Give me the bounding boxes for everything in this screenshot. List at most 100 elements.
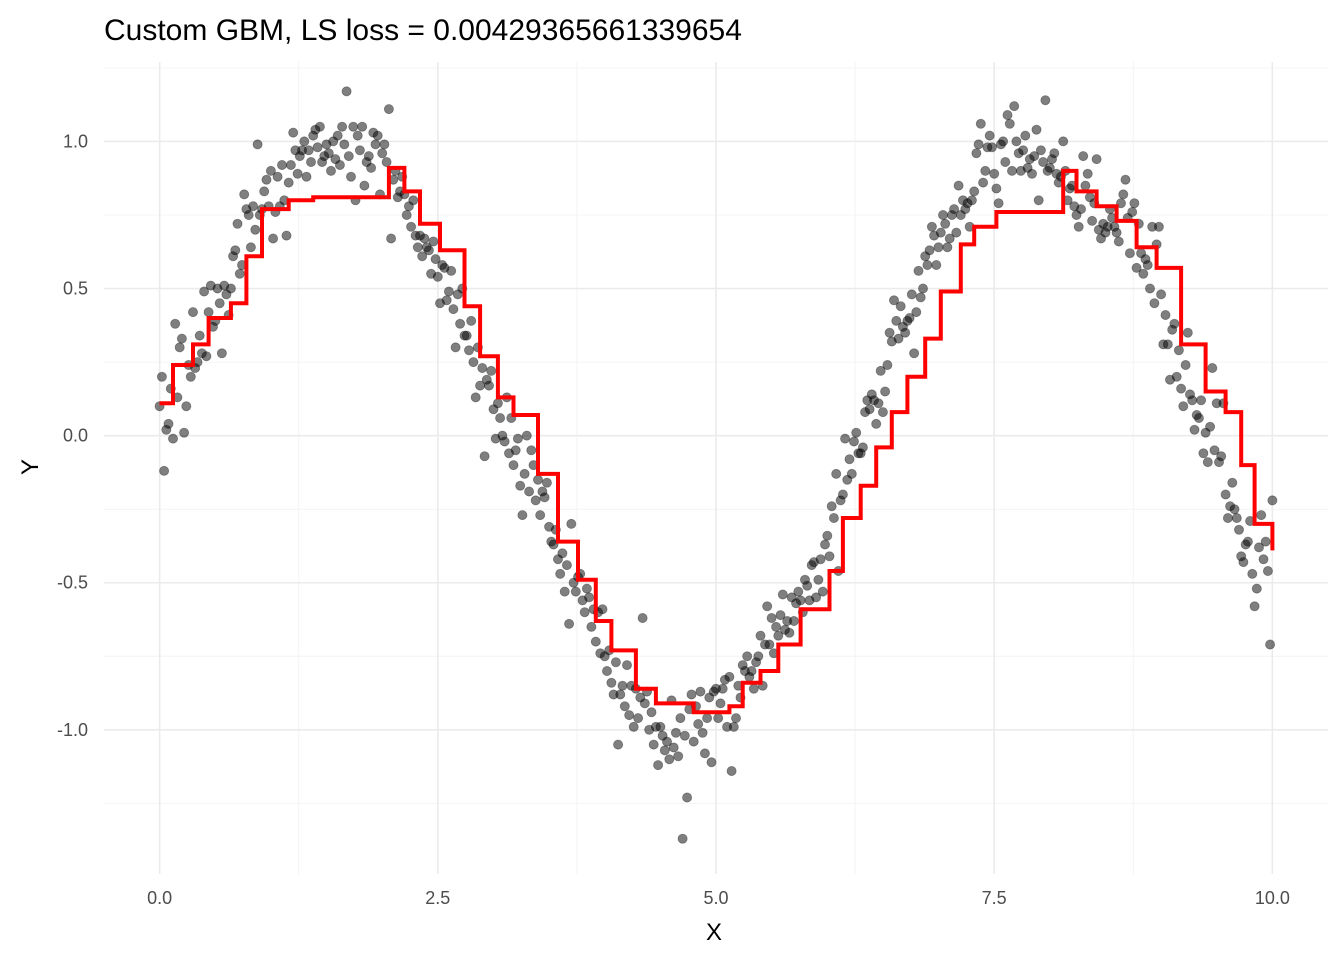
data-point [940,218,951,229]
grid [104,62,1328,874]
data-point [777,589,788,600]
data-point [354,145,365,156]
data-point [187,307,198,318]
data-point [828,513,839,524]
data-point [773,630,784,641]
data-point [557,548,568,559]
data-point [675,713,686,724]
data-point [1138,268,1149,279]
data-point [430,254,441,265]
data-point [884,327,895,338]
data-point [323,148,334,159]
data-point [602,666,613,677]
data-point [1035,145,1046,156]
data-point [1129,198,1140,209]
data-point [624,710,635,721]
data-point [715,698,726,709]
data-point [539,492,550,503]
chart-title: Custom GBM, LS loss = 0.0042936566133965… [104,14,742,47]
data-point [1020,130,1031,141]
data-point [673,751,684,762]
data-point [639,698,650,709]
data-point [813,574,824,585]
data-point [731,713,742,724]
data-point [517,510,528,521]
data-point [1258,554,1269,565]
data-point [793,586,804,597]
data-point [826,501,837,512]
data-point [882,359,893,370]
data-point [726,766,737,777]
data-point [989,168,1000,179]
data-point [486,365,497,376]
data-point [597,604,608,615]
data-point [370,139,381,150]
y-tick-label: 0.0 [63,426,88,446]
data-point [194,330,205,341]
data-point [1145,283,1156,294]
data-point [998,136,1009,147]
data-point [815,554,826,565]
data-point [159,465,170,476]
data-point [724,671,735,682]
data-point [637,613,648,624]
data-point [483,380,494,391]
data-point [762,601,773,612]
data-point [1142,259,1153,270]
data-point [1216,451,1227,462]
data-point [581,583,592,594]
data-point [479,451,490,462]
data-point [345,171,356,182]
data-point [1038,156,1049,167]
data-point [846,468,857,479]
data-point [628,721,639,732]
data-point [225,283,236,294]
data-point [728,721,739,732]
data-point [706,757,717,768]
data-point [250,224,261,235]
data-point [1220,489,1231,500]
data-point [613,739,624,750]
data-point [1131,262,1142,273]
data-point [904,312,915,323]
data-point [463,345,474,356]
data-point [299,136,310,147]
data-point [428,236,439,247]
y-tick-label: 1.0 [63,131,88,151]
data-point [441,295,452,306]
data-point [510,445,521,456]
data-point [314,121,325,132]
data-point [541,477,552,488]
data-point [844,454,855,465]
data-point [239,189,250,200]
data-point [272,171,283,182]
data-point [831,468,842,479]
data-point [1124,248,1135,259]
data-point [873,398,884,409]
data-point [1247,568,1258,579]
data-point [461,330,472,341]
data-point [1018,145,1029,156]
data-point [949,204,960,215]
data-point [702,713,713,724]
data-point [341,86,352,97]
data-point [1209,445,1220,456]
data-point [1238,557,1249,568]
data-point [1000,156,1011,167]
data-point [412,242,423,253]
data-point [1260,536,1271,547]
data-point [1111,227,1122,238]
data-point [234,268,245,279]
data-point [201,351,212,362]
data-point [352,130,363,141]
data-point [303,145,314,156]
data-point [548,539,559,550]
y-tick-label: -1.0 [57,720,88,740]
data-point [366,162,377,173]
data-point [1222,513,1233,524]
data-point [1044,162,1055,173]
data-point [742,651,753,662]
axis-ticks: 0.0 2.5 5.0 7.5 10.0 -1.0 -0.5 0.0 0.5 1.0 [57,131,1290,908]
data-point [1227,477,1238,488]
data-point [795,595,806,606]
